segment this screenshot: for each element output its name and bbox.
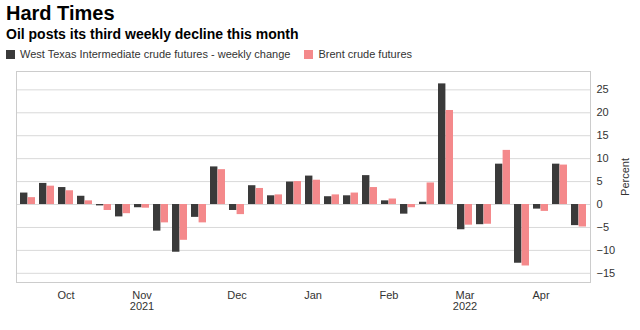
svg-text:Percent: Percent bbox=[619, 158, 631, 196]
svg-text:15: 15 bbox=[597, 129, 609, 141]
svg-text:−5: −5 bbox=[597, 221, 610, 233]
svg-text:25: 25 bbox=[597, 83, 609, 95]
svg-text:Feb: Feb bbox=[380, 289, 399, 301]
svg-text:Apr: Apr bbox=[532, 289, 549, 301]
svg-text:0: 0 bbox=[597, 198, 603, 210]
html-text:West Texas Intermediate crude: West Texas Intermediate crude futures - … bbox=[20, 48, 291, 60]
html-text:Brent crude futures: Brent crude futures bbox=[318, 48, 412, 60]
svg-text:Jan: Jan bbox=[304, 289, 322, 301]
svg-text:−10: −10 bbox=[597, 244, 616, 256]
html-text:Oil posts its third weekly dec: Oil posts its third weekly decline this … bbox=[6, 26, 299, 42]
svg-text:Dec: Dec bbox=[227, 289, 247, 301]
svg-text:Nov2021: Nov2021 bbox=[130, 289, 154, 312]
svg-text:5: 5 bbox=[597, 175, 603, 187]
html-text:Hard Times: Hard Times bbox=[6, 2, 115, 24]
svg-text:10: 10 bbox=[597, 152, 609, 164]
svg-text:Oct: Oct bbox=[57, 289, 74, 301]
svg-text:20: 20 bbox=[597, 106, 609, 118]
svg-text:Mar2022: Mar2022 bbox=[453, 289, 477, 312]
svg-text:−15: −15 bbox=[597, 267, 616, 279]
